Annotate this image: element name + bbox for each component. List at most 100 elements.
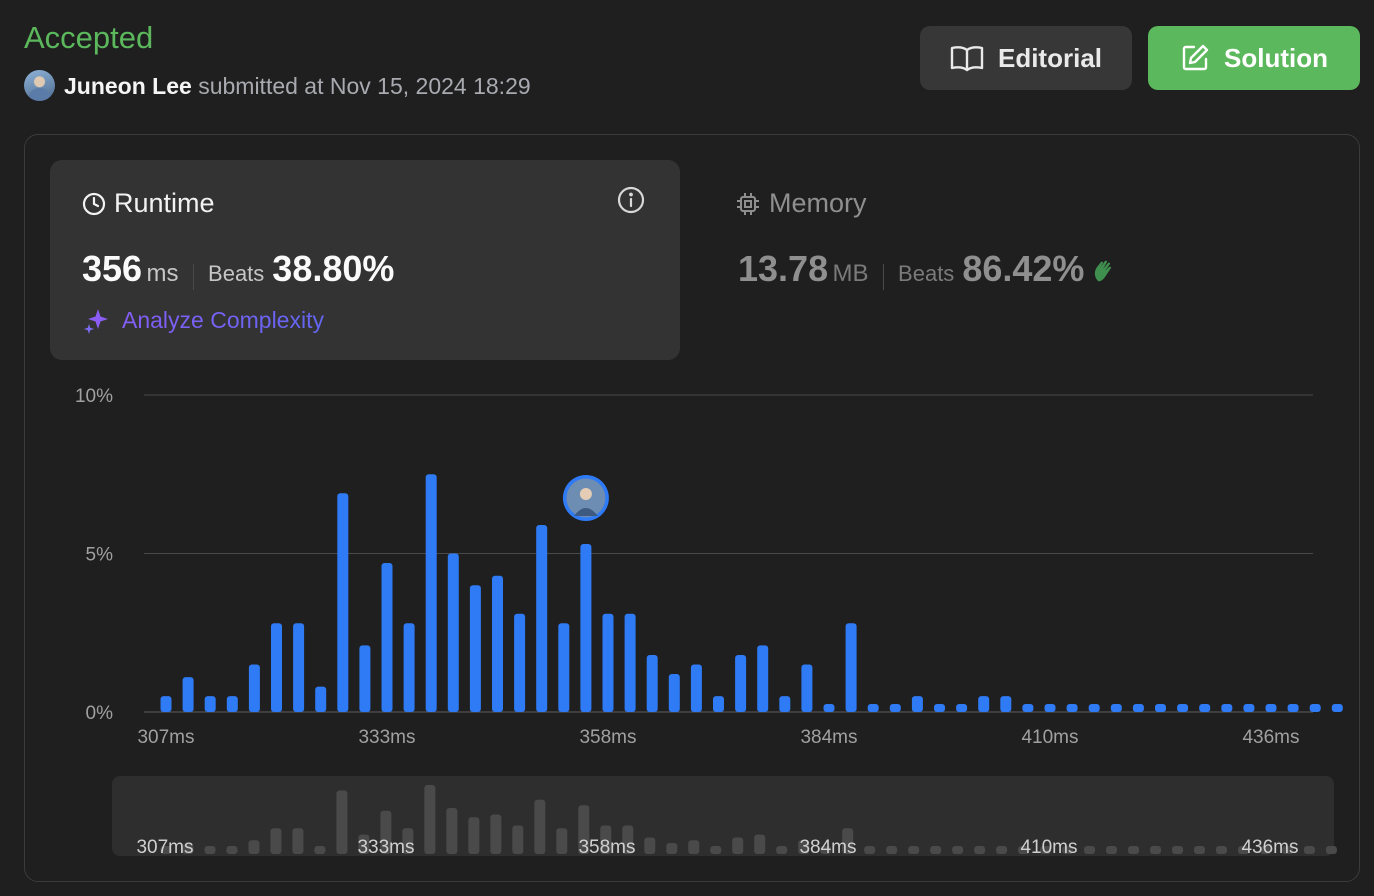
mini-bar (1303, 846, 1315, 854)
mini-bar (1172, 846, 1184, 854)
chart-bar (1155, 704, 1166, 712)
chart-bar (204, 696, 216, 712)
chart-bar (1044, 704, 1056, 712)
chart-bar (447, 553, 459, 712)
chart-bar (315, 686, 327, 712)
chart-bar (1066, 704, 1078, 712)
analyze-complexity-link[interactable]: Analyze Complexity (82, 305, 324, 335)
y-tick-label: 0% (86, 703, 114, 724)
chart-bar (911, 696, 923, 712)
memory-value: 13.78 (738, 248, 829, 289)
chart-bar (668, 673, 680, 712)
x-tick-label: 358ms (579, 727, 636, 748)
mini-bar (820, 846, 832, 854)
chart-bar (1221, 704, 1233, 712)
chart-bar (1287, 704, 1299, 712)
runtime-beats-label: Beats (208, 261, 265, 286)
y-tick-label: 5% (86, 545, 114, 566)
solution-label: Solution (1224, 42, 1328, 73)
chart-bar (1199, 704, 1211, 712)
mini-bar (930, 846, 942, 854)
sparkle-icon (84, 309, 108, 334)
chart-bar (956, 704, 968, 712)
mini-bar (424, 785, 436, 854)
chart-bar (757, 645, 769, 712)
chart-bar (359, 645, 371, 712)
range-selector[interactable] (112, 776, 1334, 856)
mini-bar (710, 846, 722, 854)
chart-bar (978, 696, 990, 712)
mini-bar (578, 805, 590, 854)
mini-bar (776, 846, 788, 854)
chart-bar (713, 696, 724, 712)
mini-bar (446, 808, 458, 854)
solution-button[interactable]: Solution (1148, 26, 1360, 90)
chart-bar (1000, 696, 1012, 712)
mini-bar (248, 840, 260, 854)
status-accepted: Accepted (24, 20, 154, 55)
divider (192, 263, 195, 290)
chart-bar (1331, 704, 1343, 712)
chart-bar (492, 575, 503, 712)
x-tick-label: 410ms (1021, 727, 1078, 748)
memory-title[interactable]: Memory (735, 188, 867, 219)
chart-bar (823, 704, 835, 712)
editorial-button[interactable]: Editorial (920, 26, 1132, 90)
chart-bar (293, 623, 305, 712)
runtime-beats-value: 38.80% (272, 248, 395, 289)
chart-bar (1265, 704, 1277, 712)
mini-bar (754, 834, 766, 854)
info-icon[interactable] (616, 185, 646, 220)
mini-bar (1150, 846, 1162, 854)
chart-bar (801, 664, 813, 712)
chart-bar (536, 524, 548, 712)
chart-bar (271, 623, 282, 712)
edit-icon (1182, 44, 1209, 71)
mini-bar (182, 843, 194, 854)
x-tick-label: 333ms (358, 727, 415, 748)
chart-bar (779, 696, 791, 712)
runtime-values: 356 ms Beats 38.80% (82, 248, 394, 290)
runtime-card[interactable] (50, 160, 680, 360)
mini-x-tick-label: 384ms (799, 837, 856, 858)
mini-bar (1084, 846, 1096, 854)
mini-bar (402, 828, 414, 854)
chart-bar (867, 704, 879, 712)
runtime-value: 356 (82, 248, 143, 289)
chart-bar (580, 543, 592, 712)
memory-beats-value: 86.42% (962, 248, 1085, 289)
chart-bar (160, 696, 172, 712)
mini-x-tick-label: 307ms (136, 837, 193, 858)
mini-bar (468, 817, 480, 854)
mini-bar (160, 846, 172, 854)
runtime-title: Runtime (82, 188, 215, 219)
avatar[interactable] (24, 70, 55, 101)
chart-bar (1309, 704, 1321, 712)
chart-bar (1132, 704, 1144, 712)
mini-bar (1325, 846, 1337, 854)
mini-x-tick-label: 333ms (357, 837, 414, 858)
mini-bar (534, 799, 546, 854)
mini-bar (1259, 846, 1271, 854)
mini-bar (1106, 846, 1118, 854)
runtime-unit: ms (146, 260, 179, 287)
mini-bar (226, 846, 238, 854)
mini-bar (336, 790, 348, 854)
mini-bar (490, 814, 502, 854)
x-tick-label: 307ms (137, 727, 194, 748)
x-tick-label: 436ms (1242, 727, 1299, 748)
mini-bar (556, 828, 568, 854)
mini-bar (952, 846, 964, 854)
chart-bar (381, 563, 393, 712)
mini-bar (864, 846, 876, 854)
chart-bar (558, 623, 570, 712)
submitter-name[interactable]: Juneon Lee (64, 73, 192, 99)
clap-icon (1094, 260, 1111, 282)
mini-x-tick-label: 358ms (578, 837, 635, 858)
mini-bar (666, 842, 678, 854)
book-icon (950, 46, 984, 72)
chart-bar (514, 613, 526, 712)
mini-bar (1062, 846, 1074, 854)
submitter-line: Juneon Lee submitted at Nov 15, 2024 18:… (64, 73, 531, 100)
